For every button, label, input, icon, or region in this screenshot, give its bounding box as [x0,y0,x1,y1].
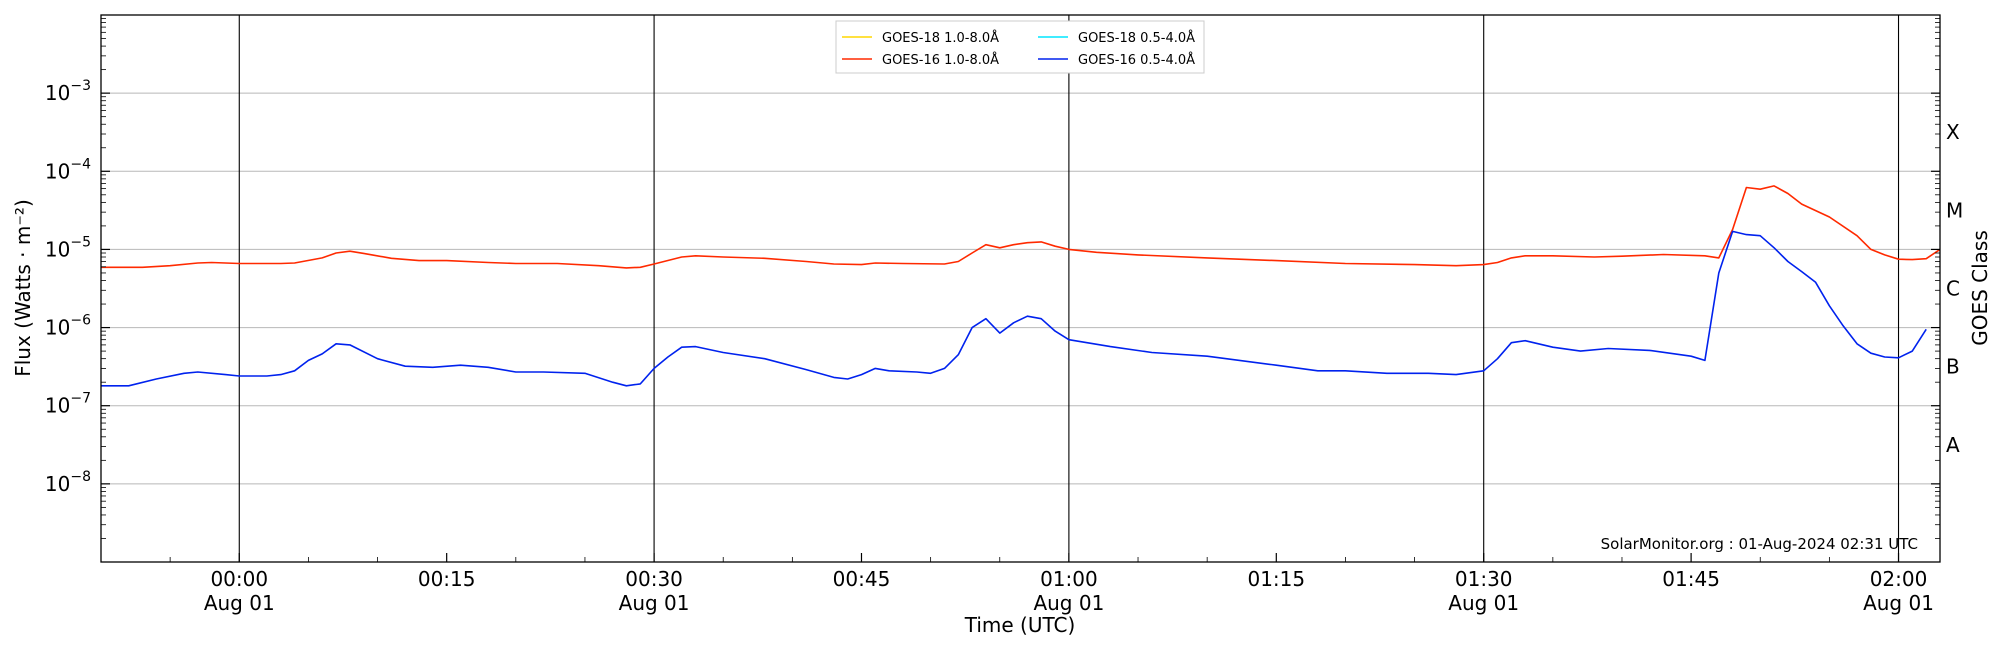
y-tick-exponent: −6 [70,313,91,329]
legend-box [835,20,1205,74]
x-tick-time: 02:00 [1870,567,1928,591]
y-tick-label: 10−7 [45,391,91,418]
x-tick-time: 01:00 [1040,567,1098,591]
x-tick-time: 01:30 [1455,567,1513,591]
legend-label: GOES-16 0.5-4.0Å [1078,52,1195,68]
x-tick-time: 00:15 [418,567,476,591]
series-line [101,230,1927,387]
y-tick-label: 10−4 [45,156,91,183]
y-tick-label: 10−8 [45,469,91,496]
legend: GOES-18 1.0-8.0Å GOES-18 0.5-4.0Å GOES-16 … [835,20,1205,74]
y-tick-base: 10 [45,316,70,340]
x-tick-time: 01:45 [1662,567,1720,591]
y-tick-exponent: −5 [70,234,91,250]
x-tick-date: Aug 01 [1863,591,1934,615]
series-lines [101,185,1941,387]
y-tick-base: 10 [45,159,70,183]
x-axis-label: Time (UTC) [964,613,1076,637]
x-tick-date: Aug 01 [619,591,690,615]
x-tick-time: 00:30 [625,567,683,591]
x-tick-date: Aug 01 [204,591,275,615]
goes-class-label: X [1946,120,1960,144]
plot-frame [100,14,1941,563]
x-tick-time: 00:45 [833,567,891,591]
y-tick-exponent: −7 [70,391,91,407]
y-tick-exponent: −3 [70,78,91,94]
y-tick-base: 10 [45,237,70,261]
y-tick-label: 10−6 [45,313,91,340]
grid [101,92,1940,485]
day-separators [238,15,1900,562]
legend-label: GOES-18 1.0-8.0Å [882,30,999,46]
y-tick-exponent: −4 [70,156,91,172]
goes-class-label: C [1946,277,1960,301]
y-tick-base: 10 [45,394,70,418]
x-tick-date: Aug 01 [1033,591,1104,615]
goes-class-label: B [1946,355,1960,379]
x-tick-time: 00:00 [210,567,268,591]
x-tick-date: Aug 01 [1448,591,1519,615]
legend-label: GOES-16 1.0-8.0Å [882,52,999,68]
legend-label: GOES-18 0.5-4.0Å [1078,30,1195,46]
goes-class-label: A [1946,433,1960,457]
series-line [101,185,1941,269]
goes-class-label: M [1946,198,1963,222]
x-tick-time: 01:15 [1247,567,1305,591]
axis-labels: Time (UTC) Flux (Watts · m⁻²) GOES Class [11,199,1992,637]
y-tick-base: 10 [45,472,70,496]
y-tick-label: 10−3 [45,78,91,105]
credit-annotation: SolarMonitor.org : 01-Aug-2024 02:31 UTC [1601,535,1918,553]
y-axis-label: Flux (Watts · m⁻²) [11,199,35,377]
right-axis-label: GOES Class [1968,230,1992,346]
y-tick-base: 10 [45,81,70,105]
y-tick-label: 10−5 [45,234,91,261]
y-tick-exponent: −8 [70,469,91,485]
